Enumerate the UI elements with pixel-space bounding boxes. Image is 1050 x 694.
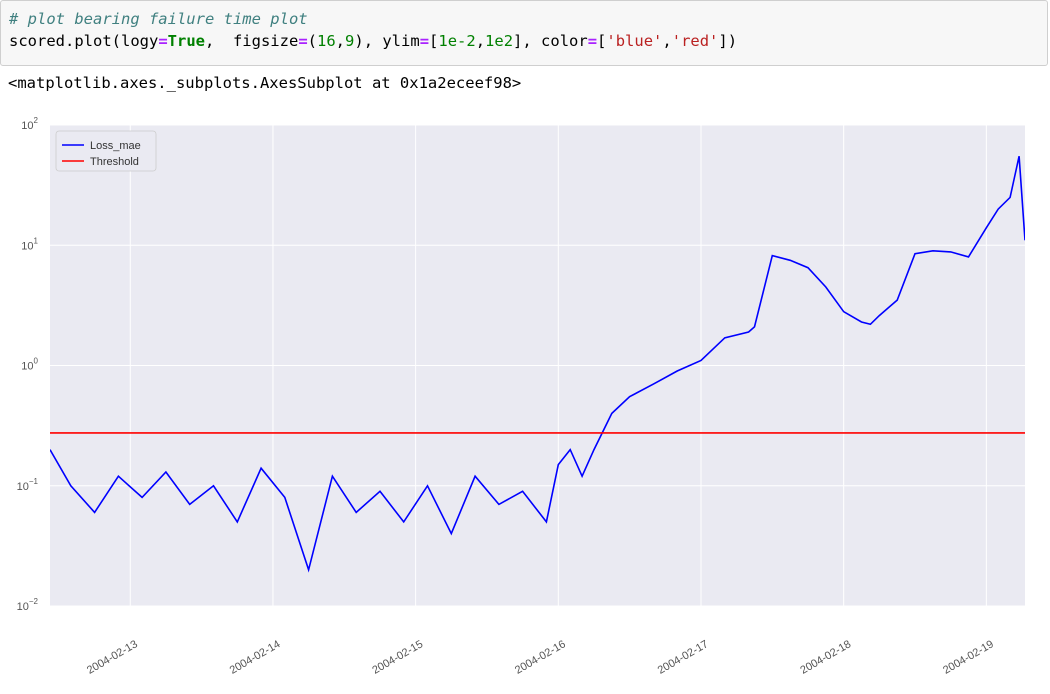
y-tick-label: 101 bbox=[21, 236, 38, 252]
code-token: , bbox=[662, 32, 672, 50]
code-number: 9 bbox=[345, 32, 355, 50]
code-token: ( bbox=[307, 32, 317, 50]
legend-label: Loss_mae bbox=[90, 140, 141, 152]
code-string: 'blue' bbox=[606, 32, 663, 50]
y-tick-label: 10−1 bbox=[17, 477, 39, 493]
legend: Loss_mae Threshold bbox=[55, 130, 157, 172]
code-line: scored.plot(logy=True, figsize=(16,9), y… bbox=[9, 30, 1039, 52]
x-tick-label: 2004-02-17 bbox=[656, 638, 711, 677]
code-token: = bbox=[587, 32, 598, 50]
code-number: 1e2 bbox=[485, 32, 514, 50]
line-chart: 10−2 10−1 100 101 102 2004-02-13 2004-02-14 200… bbox=[17, 116, 1025, 677]
code-comment: # plot bearing failure time plot bbox=[9, 10, 308, 28]
code-token: = bbox=[158, 32, 168, 50]
code-number: 16 bbox=[317, 32, 336, 50]
code-token: = bbox=[298, 32, 308, 50]
code-keyword: True bbox=[167, 32, 205, 50]
code-cell-input[interactable]: # plot bearing failure time plot scored.… bbox=[0, 0, 1048, 66]
code-token: , bbox=[475, 32, 486, 50]
code-token: , figsize bbox=[204, 32, 299, 50]
x-tick-label: 2004-02-14 bbox=[228, 638, 283, 677]
series-line-loss-mae bbox=[50, 156, 1025, 573]
y-tick-label: 100 bbox=[21, 357, 38, 373]
x-tick-label: 2004-02-18 bbox=[798, 638, 853, 677]
y-tick-label: 10−2 bbox=[17, 597, 39, 613]
code-token: [ bbox=[597, 32, 607, 50]
y-tick-label: 102 bbox=[21, 116, 38, 132]
code-number: 1e-2 bbox=[438, 32, 476, 50]
x-tick-label: 2004-02-13 bbox=[85, 638, 140, 677]
cell-output-text: <matplotlib.axes._subplots.AxesSubplot a… bbox=[8, 74, 522, 92]
code-token: ]) bbox=[718, 32, 738, 50]
code-token: ], color bbox=[513, 32, 588, 50]
code-token: ), ylim bbox=[354, 32, 420, 50]
x-tick-label: 2004-02-16 bbox=[513, 638, 568, 677]
code-token: [ bbox=[429, 32, 439, 50]
code-token: , bbox=[335, 32, 346, 50]
code-string: 'red' bbox=[671, 32, 719, 50]
code-token: = bbox=[419, 32, 430, 50]
legend-label: Threshold bbox=[90, 156, 139, 168]
x-tick-label: 2004-02-19 bbox=[941, 638, 996, 677]
x-tick-label: 2004-02-15 bbox=[370, 638, 425, 677]
code-token: scored.plot(logy bbox=[9, 32, 159, 50]
